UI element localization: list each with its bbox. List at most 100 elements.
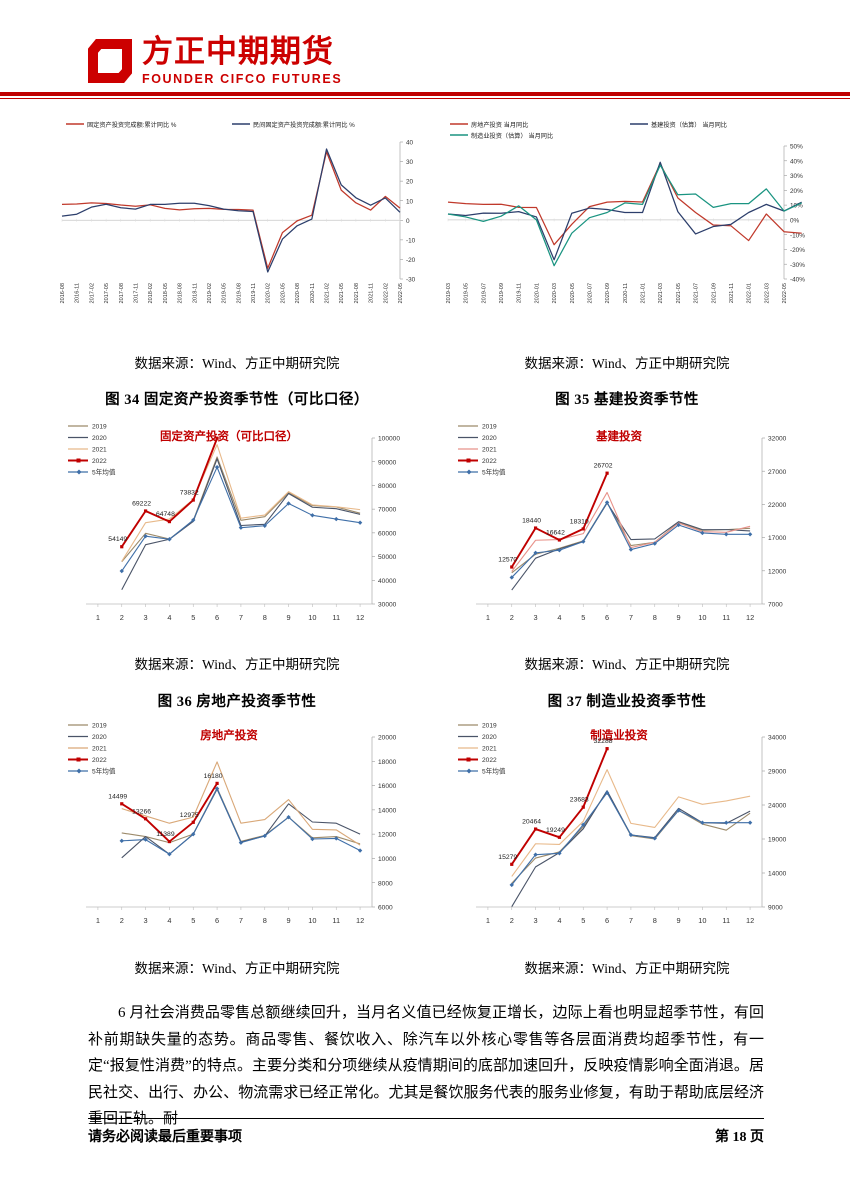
chart-fai-yoy: 固定资产投资完成额:累计同比 % 民间固定资产投资完成额:累计同比 % -30 -20…: [44, 112, 430, 327]
svg-text:2021: 2021: [92, 746, 107, 753]
svg-text:2019-07: 2019-07: [481, 283, 487, 304]
svg-text:10: 10: [308, 613, 316, 622]
chart-34-fai-seasonal: 固定资产投资（可比口径） 2019 2020 2021 2022 5年均值 30000 400…: [44, 414, 430, 640]
svg-text:2021: 2021: [482, 746, 497, 753]
svg-text:2022: 2022: [92, 458, 107, 465]
svg-text:12570: 12570: [498, 557, 517, 564]
svg-text:16180: 16180: [204, 773, 223, 780]
svg-text:10: 10: [406, 198, 414, 205]
page-number: 第 18 页: [715, 1130, 764, 1145]
svg-text:2021-05: 2021-05: [676, 283, 682, 304]
svg-text:2019: 2019: [92, 723, 107, 730]
diamond-logo-icon: [88, 39, 132, 83]
svg-text:6: 6: [215, 916, 219, 925]
source-note-3: 数据来源：Wind、方正中期研究院: [134, 657, 340, 672]
svg-text:5: 5: [581, 613, 585, 622]
svg-text:7: 7: [239, 916, 243, 925]
svg-text:2019-03: 2019-03: [446, 283, 452, 304]
svg-text:11: 11: [332, 916, 340, 925]
svg-text:房地产投资: 房地产投资: [200, 728, 258, 742]
figure-caption-37: 图 37 制造业投资季节性: [547, 694, 707, 710]
svg-text:12975: 12975: [180, 812, 199, 819]
svg-text:9: 9: [677, 916, 681, 925]
svg-text:12: 12: [356, 613, 364, 622]
svg-text:30000: 30000: [378, 602, 397, 609]
svg-text:90000: 90000: [378, 459, 397, 466]
svg-text:2020-09: 2020-09: [605, 283, 611, 304]
svg-text:2022-05: 2022-05: [398, 283, 404, 304]
svg-text:2022: 2022: [482, 757, 497, 764]
svg-text:3: 3: [534, 613, 538, 622]
svg-text:80000: 80000: [378, 483, 397, 490]
svg-text:2022: 2022: [92, 757, 107, 764]
svg-text:5: 5: [191, 613, 195, 622]
body-paragraph-block: 6 月社会消费品零售总额继续回升，当月名义值已经恢复正增长，边际上看也明显超季节…: [88, 1000, 764, 1133]
svg-text:19000: 19000: [768, 837, 787, 844]
svg-text:2020: 2020: [92, 734, 107, 741]
svg-text:2021-01: 2021-01: [641, 283, 647, 304]
svg-text:20000: 20000: [378, 735, 397, 742]
body-paragraph: 6 月社会消费品零售总额继续回升，当月名义值已经恢复正增长，边际上看也明显超季节…: [88, 1005, 764, 1127]
svg-text:2: 2: [120, 613, 124, 622]
svg-text:40: 40: [406, 140, 414, 147]
svg-text:2021-11: 2021-11: [369, 283, 375, 303]
page-header: 方正中期期货 FOUNDER CIFCO FUTURES: [0, 0, 850, 100]
svg-text:制造业投资: 制造业投资: [590, 728, 648, 742]
svg-text:2018-11: 2018-11: [192, 283, 198, 303]
svg-text:4: 4: [557, 916, 561, 925]
svg-text:2016-11: 2016-11: [75, 283, 81, 303]
chart-sector-yoy: 房地产投资 当月同比 基建投资（估算） 当月同比 制造业投资（估算） 当月同比 -40…: [434, 112, 820, 327]
svg-text:2020-01: 2020-01: [534, 283, 540, 304]
svg-text:4: 4: [557, 613, 561, 622]
svg-text:4: 4: [167, 916, 171, 925]
svg-text:2020-05: 2020-05: [280, 283, 286, 304]
svg-text:1: 1: [486, 613, 490, 622]
footer-divider: [88, 1118, 764, 1119]
svg-text:8: 8: [653, 613, 657, 622]
svg-text:30: 30: [406, 159, 414, 166]
svg-text:64748: 64748: [156, 511, 175, 518]
figure-caption-36: 图 36 房地产投资季节性: [157, 694, 317, 710]
source-note-1: 数据来源：Wind、方正中期研究院: [134, 356, 340, 371]
source-note-4: 数据来源：Wind、方正中期研究院: [524, 657, 730, 672]
svg-text:40%: 40%: [790, 158, 803, 165]
svg-text:5年均值: 5年均值: [92, 767, 116, 776]
page-footer: 请务必阅读最后重要事项 第 18 页: [88, 1126, 764, 1146]
svg-text:-20%: -20%: [790, 247, 805, 254]
svg-text:54149: 54149: [108, 536, 127, 543]
svg-text:5年均值: 5年均值: [482, 468, 506, 477]
svg-text:2021-07: 2021-07: [694, 283, 700, 304]
svg-text:8: 8: [263, 613, 267, 622]
svg-text:-40%: -40%: [790, 277, 805, 284]
svg-text:2020-07: 2020-07: [587, 283, 593, 304]
svg-text:40000: 40000: [378, 578, 397, 585]
svg-text:5: 5: [191, 916, 195, 925]
svg-text:12: 12: [746, 613, 754, 622]
svg-text:6: 6: [605, 916, 609, 925]
svg-text:6: 6: [605, 613, 609, 622]
svg-text:7000: 7000: [768, 602, 783, 609]
svg-text:22000: 22000: [768, 502, 787, 509]
svg-text:10: 10: [308, 916, 316, 925]
svg-text:1: 1: [486, 916, 490, 925]
svg-text:18310: 18310: [570, 518, 589, 525]
svg-text:20%: 20%: [790, 188, 803, 195]
svg-text:民间固定资产投资完成额:累计同比 %: 民间固定资产投资完成额:累计同比 %: [253, 121, 355, 129]
svg-text:30%: 30%: [790, 173, 803, 180]
svg-text:2020-11: 2020-11: [623, 283, 629, 303]
svg-text:3: 3: [144, 916, 148, 925]
svg-text:2022-01: 2022-01: [747, 283, 753, 304]
svg-text:2016-08: 2016-08: [60, 283, 66, 304]
svg-text:7: 7: [629, 916, 633, 925]
svg-text:6000: 6000: [378, 905, 393, 912]
svg-text:2019: 2019: [92, 424, 107, 431]
svg-text:18440: 18440: [522, 518, 541, 525]
svg-text:房地产投资 当月同比: 房地产投资 当月同比: [471, 121, 528, 129]
svg-text:26702: 26702: [594, 463, 613, 470]
svg-text:8000: 8000: [378, 880, 393, 887]
svg-text:-20: -20: [406, 257, 416, 264]
svg-text:5: 5: [581, 916, 585, 925]
svg-text:2019-05: 2019-05: [464, 283, 470, 304]
svg-text:50000: 50000: [378, 554, 397, 561]
